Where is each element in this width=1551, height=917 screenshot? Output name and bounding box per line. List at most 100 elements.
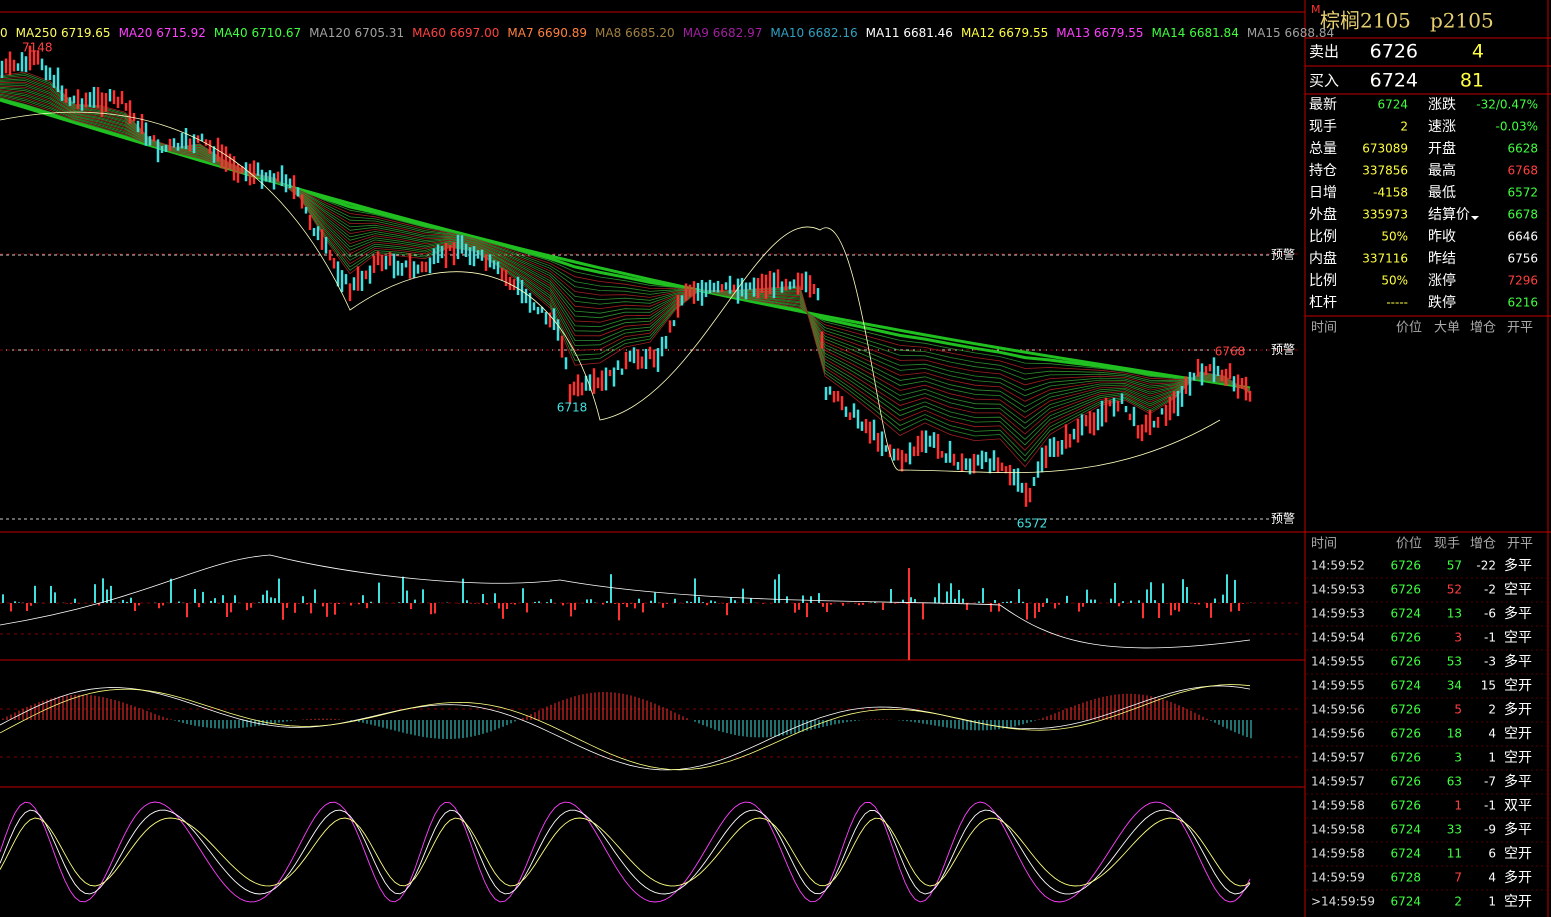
stat-value: -0.03%	[1496, 120, 1538, 134]
stat-value: 6216	[1507, 296, 1538, 310]
ma-curve	[0, 89, 1251, 402]
stat-value: -----	[1386, 296, 1408, 310]
trade-time: 14:59:54	[1311, 631, 1365, 645]
side-price: 6724	[1370, 70, 1418, 92]
header-label: 增仓	[1470, 321, 1496, 336]
legend-entry: MA14 6681.84	[1152, 26, 1239, 40]
trade-time: 14:59:56	[1311, 727, 1365, 741]
trade-volume: 34	[1447, 679, 1462, 693]
trade-type: 空开	[1504, 846, 1532, 862]
header-label: 价位	[1396, 321, 1422, 336]
price-label: 6572	[1017, 517, 1048, 531]
header-label: 大单	[1434, 321, 1460, 336]
legend-name: MA7	[507, 26, 534, 40]
stat-label: 跌停	[1428, 294, 1456, 311]
trade-oi: 1	[1488, 895, 1496, 909]
trade-type: 多平	[1504, 653, 1532, 670]
ma-curve	[0, 92, 1251, 390]
ma-legend: 0 MA250 6719.65 MA20 6715.92 MA40 6710.67 MA…	[0, 25, 1342, 41]
legend-entry: MA20 6715.92	[119, 26, 206, 40]
trade-oi: -3	[1484, 655, 1496, 669]
trade-volume: 57	[1447, 559, 1462, 573]
legend-name: MA13	[1056, 26, 1091, 40]
ma-curve	[0, 88, 1251, 408]
stat-label: 结算价	[1428, 207, 1470, 223]
stat-label: 外盘	[1309, 206, 1337, 223]
legend-name: MA11	[865, 26, 900, 40]
price-label: 6768	[1215, 345, 1246, 359]
trade-time: 14:59:57	[1311, 775, 1365, 789]
alert-label: 预警	[1271, 511, 1295, 526]
contract-code: p2105	[1430, 9, 1494, 33]
legend-value: 6688.84	[1284, 26, 1335, 40]
trade-time: 14:59:58	[1311, 799, 1365, 813]
trade-time: 14:59:55	[1311, 679, 1365, 693]
trade-oi: -7	[1484, 775, 1496, 789]
legend-value: 6685.20	[625, 26, 675, 40]
stat-label: 杠杆	[1309, 295, 1337, 311]
trade-type: 多平	[1504, 821, 1532, 838]
trade-time: 14:59:55	[1311, 655, 1365, 669]
trade-oi: -2	[1484, 583, 1496, 597]
legend-name: MA12	[960, 26, 995, 40]
legend-entry: MA8 6685.20	[595, 26, 675, 40]
stat-label: 开盘	[1428, 140, 1456, 157]
ma-curve	[0, 80, 1251, 440]
legend-name: MA9	[682, 26, 709, 40]
trade-volume: 3	[1454, 751, 1462, 765]
legend-name: MA15	[1246, 26, 1281, 40]
legend-name: MA40	[213, 26, 248, 40]
legend-value: 6681.46	[903, 26, 953, 40]
trade-time: 14:59:53	[1311, 607, 1365, 621]
stat-label: 最低	[1428, 185, 1456, 201]
trade-volume: 1	[1454, 799, 1462, 813]
trade-price: 6726	[1390, 799, 1421, 813]
trade-oi: 6	[1488, 847, 1496, 861]
trade-price: 6726	[1390, 775, 1421, 789]
trade-type: 多平	[1504, 773, 1532, 790]
ma-curve	[0, 98, 1251, 390]
trade-price: 6726	[1390, 559, 1421, 573]
trade-type: 双平	[1504, 798, 1532, 814]
bollinger-band	[0, 111, 1221, 474]
ma-curve	[0, 90, 1251, 397]
legend-value: 6679.55	[1093, 26, 1144, 40]
ma-curve	[0, 97, 1251, 390]
ma-curve	[0, 96, 1251, 390]
stat-label: 日增	[1309, 185, 1337, 201]
header-label: 开平	[1507, 537, 1533, 552]
stat-value: 6628	[1507, 142, 1538, 156]
trade-oi: 4	[1488, 727, 1496, 741]
trade-time: 14:59:58	[1311, 823, 1365, 837]
legend-name: MA250	[15, 26, 58, 40]
trade-price: 6726	[1390, 583, 1421, 597]
ma-curve	[0, 83, 1251, 430]
trade-volume: 13	[1447, 607, 1462, 621]
legend-value: 6682.97	[712, 26, 763, 40]
stat-label: 最新	[1309, 97, 1337, 113]
trade-price: 6724	[1390, 607, 1421, 621]
dropdown-icon	[1471, 216, 1479, 220]
trade-volume: 52	[1447, 583, 1462, 597]
ma-curve	[0, 81, 1251, 435]
legend-entry: MA60 6697.00	[412, 26, 499, 40]
trade-oi: 1	[1488, 751, 1496, 765]
legend-value: 6682.16	[808, 26, 858, 40]
trade-volume: 53	[1447, 655, 1462, 669]
legend-entry: MA7 6690.89	[507, 26, 587, 40]
alert-label: 预警	[1271, 342, 1295, 357]
legend-name: MA60	[412, 26, 446, 40]
legend-entry: MA10 6682.16	[770, 26, 857, 40]
marker: M	[1311, 3, 1321, 16]
trade-time: >14:59:59	[1311, 895, 1375, 909]
price-label: 6718	[557, 401, 588, 415]
trade-time: 14:59:53	[1311, 583, 1365, 597]
stat-label: 昨结	[1428, 251, 1456, 267]
trade-oi: 15	[1481, 679, 1496, 693]
legend-name: MA10	[770, 26, 805, 40]
trade-type: 多平	[1504, 605, 1532, 622]
